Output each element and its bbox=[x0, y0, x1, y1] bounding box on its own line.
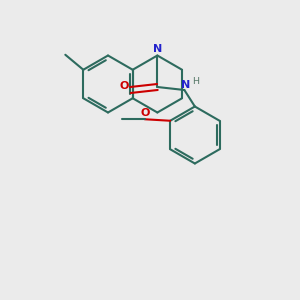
Text: O: O bbox=[141, 108, 150, 118]
Text: O: O bbox=[119, 81, 128, 92]
Text: N: N bbox=[181, 80, 190, 90]
Text: H: H bbox=[192, 77, 199, 86]
Text: N: N bbox=[153, 44, 162, 55]
